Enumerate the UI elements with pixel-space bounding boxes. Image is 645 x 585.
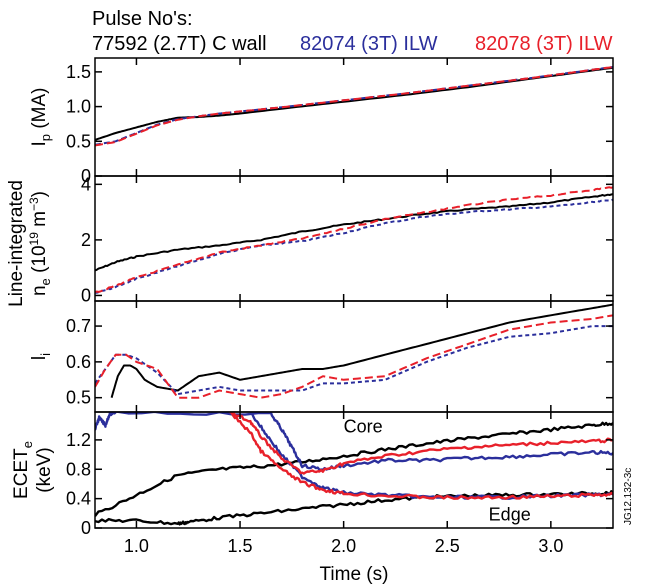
- panel-frame-ne: [94, 175, 614, 302]
- ylabel-ecet-line1: ECETe: [11, 441, 35, 499]
- figure-code-watermark: JG12.132-3c: [623, 468, 634, 525]
- pulse-numbers-title: Pulse No's:: [92, 8, 193, 30]
- panel-ip: 0 0.5 1.0 1.5 Ip (MA): [29, 57, 614, 186]
- ytick-label-ne-1: 2: [81, 230, 91, 250]
- ytick-label-li-1: 0.6: [66, 352, 91, 372]
- series-li-82074: [95, 325, 613, 396]
- series-ne-77592: [95, 193, 613, 272]
- ytick-label-ip-0: 0: [81, 166, 91, 186]
- xtick-label-0: 1.0: [124, 536, 149, 556]
- xtick-label-4: 3.0: [538, 536, 563, 556]
- series-ecet-82074-core: [95, 412, 613, 472]
- panel-ne: 0 2 4 Line-integrated ne (1019 m−3): [6, 174, 614, 307]
- ylabel-ne-line2: ne (1019 m−3): [27, 191, 53, 296]
- series-ip-82078: [95, 66, 613, 147]
- ytick-label-li-2: 0.7: [66, 316, 91, 336]
- series-group-ecet: [95, 412, 613, 526]
- ylabel-li: li: [29, 353, 53, 360]
- xtick-label-3: 2.5: [435, 536, 460, 556]
- ytick-label-ecet-2: 0.8: [66, 459, 91, 479]
- annotation-core: Core: [344, 417, 383, 437]
- series-ecet-77592-core: [95, 421, 613, 517]
- series-group-li: [95, 303, 613, 399]
- series-group-ne: [95, 186, 613, 294]
- series-ecet-82074-edge: [249, 412, 613, 500]
- series-ip-77592: [95, 66, 613, 141]
- panel-li: 0.5 0.6 0.7 li: [29, 300, 614, 413]
- legend-entry-77592: 77592 (2.7T) C wall: [92, 33, 267, 55]
- xtick-label-1: 1.5: [228, 536, 253, 556]
- ytick-label-ecet-1: 0.4: [66, 489, 91, 509]
- ylabel-ecet-line2: (keV): [34, 447, 55, 492]
- series-ecet-82078-edge: [229, 412, 613, 500]
- series-li-82078: [95, 314, 613, 399]
- x-axis-label: Time (s): [320, 564, 389, 585]
- ytick-label-ne-2: 4: [81, 174, 91, 194]
- ytick-label-ip-1: 0.5: [66, 131, 91, 151]
- ytick-label-li-0: 0.5: [66, 388, 91, 408]
- ylabel-ne-line1: Line-integrated: [6, 180, 27, 307]
- series-group-ip: [95, 66, 613, 147]
- ylabel-ip: Ip (MA): [29, 88, 53, 147]
- ytick-label-ip-2: 1.0: [66, 97, 91, 117]
- legend-entry-82078: 82078 (3T) ILW: [475, 33, 613, 55]
- series-ne-82074: [95, 198, 613, 294]
- xtick-label-2: 2.0: [331, 536, 356, 556]
- legend-entry-82074: 82074 (3T) ILW: [300, 33, 438, 55]
- ytick-label-ip-3: 1.5: [66, 62, 91, 82]
- series-ne-82078: [95, 186, 613, 294]
- annotation-edge: Edge: [489, 505, 531, 525]
- ytick-label-ne-0: 0: [81, 285, 91, 305]
- panel-ecet: 0 0.4 0.8 1.2 ECETe(keV) Core Edge: [11, 411, 614, 538]
- ytick-label-ecet-3: 1.2: [66, 430, 91, 450]
- series-ecet-82078-core: [229, 412, 613, 475]
- ytick-label-ecet-0: 0: [81, 518, 91, 538]
- series-li-77592: [110, 303, 613, 398]
- panel-frame-ip: [94, 57, 614, 177]
